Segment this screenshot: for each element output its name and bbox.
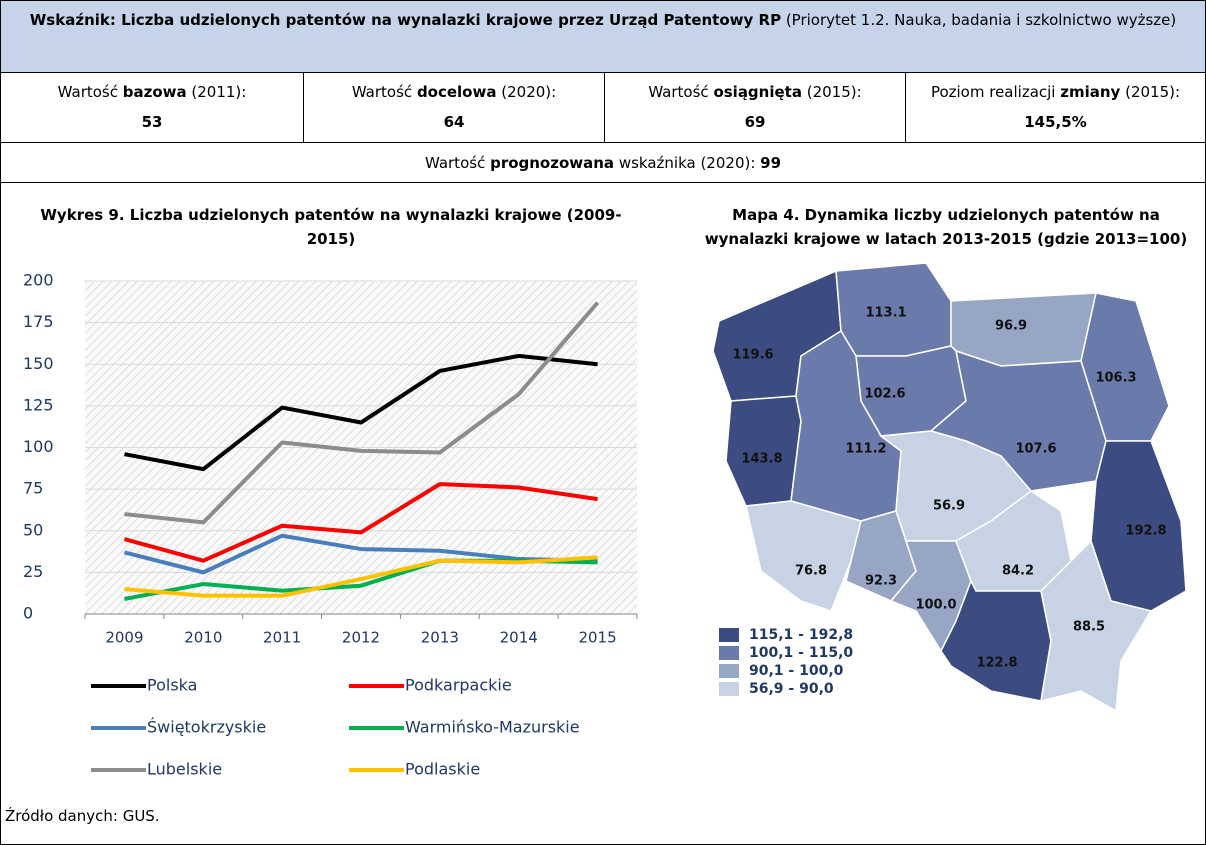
indicator: Poziom realizacji zmiany (2015): 145,5% (905, 73, 1205, 143)
bold: bazowa (122, 83, 187, 101)
region (1040, 539, 1153, 713)
legend-label: Świętokrzyskie (147, 718, 266, 737)
y-tick-label: 125 (23, 395, 54, 414)
post: wskaźnika (2020): (614, 154, 761, 172)
x-tick-label: 2009 (105, 629, 143, 647)
region-label: 107.6 (1015, 442, 1056, 457)
region-label: 56.9 (933, 499, 965, 514)
post: (2020): (496, 83, 557, 101)
indicator: Wartość docelowa (2020): 64 (303, 73, 604, 143)
region-label: 192.8 (1125, 524, 1166, 539)
region-label: 122.8 (976, 656, 1017, 671)
line-series (123, 482, 598, 563)
y-tick-label: 0 (23, 604, 33, 623)
y-tick-label: 200 (23, 271, 54, 290)
value: 99 (760, 154, 782, 172)
post: (2015): (1120, 83, 1181, 101)
legend-label: Warmińsko-Mazurskie (405, 718, 580, 737)
bold: docelowa (416, 83, 497, 101)
x-tick-label: 2011 (263, 629, 301, 647)
y-tick-label: 175 (23, 312, 54, 331)
line-series (124, 301, 600, 525)
title-rest: (Priorytet 1.2. Nauka, badania i szkolni… (781, 11, 1177, 29)
region-label: 102.6 (864, 387, 905, 402)
y-tick-label: 25 (23, 562, 43, 581)
forecast: Wartość prognozowana wskaźnika (2020): 9… (1, 143, 1205, 183)
legend-label: Lubelskie (147, 760, 222, 779)
legend-label: 115,1 - 192,8 (749, 627, 853, 643)
line-series (124, 555, 598, 598)
legend-label: Polska (147, 676, 197, 695)
region-label: 106.3 (1095, 371, 1136, 386)
x-tick-label: 2013 (421, 629, 459, 647)
pre: Wartość (57, 83, 123, 101)
legend-swatch (719, 646, 739, 660)
value: 145,5% (1024, 113, 1087, 131)
region (940, 579, 1052, 702)
source: Źródło danych: GUS. (5, 807, 160, 825)
y-tick-label: 75 (23, 479, 43, 498)
bold: zmiany (1060, 83, 1121, 101)
y-tick-label: 100 (23, 437, 54, 456)
region-label: 113.1 (865, 306, 906, 321)
x-tick-label: 2015 (578, 629, 616, 647)
legend-label: 56,9 - 90,0 (749, 681, 834, 697)
region-label: 143.8 (741, 452, 782, 467)
legend-swatch (719, 664, 739, 678)
legend-swatch (719, 682, 739, 696)
pre: Wartość (648, 83, 714, 101)
bold: osiągnięta (713, 83, 802, 101)
region-label: 100.0 (915, 598, 956, 613)
value: 64 (443, 113, 465, 131)
bold: prognozowana (490, 154, 615, 172)
x-tick-label: 2010 (184, 629, 222, 647)
post: (2011): (186, 83, 247, 101)
legend-label: Podlaskie (405, 760, 480, 779)
region-label: 88.5 (1073, 620, 1105, 635)
header: Wskaźnik: Liczba udzielonych patentów na… (1, 1, 1205, 73)
x-tick-label: 2012 (342, 629, 380, 647)
legend-label: Podkarpackie (405, 676, 512, 695)
legend-label: 90,1 - 100,0 (749, 663, 844, 679)
region-label: 92.3 (865, 574, 897, 589)
post: (2015): (801, 83, 862, 101)
chart-title: Wykres 9. Liczba udzielonych patentów na… (40, 206, 622, 248)
indicator: Wartość bazowa (2011): 53 (1, 73, 303, 143)
x-tick-label: 2014 (500, 629, 538, 647)
pre: Wartość (351, 83, 417, 101)
map-title: Mapa 4. Dynamika liczby udzielonych pate… (704, 206, 1188, 248)
region-label: 76.8 (795, 564, 827, 579)
y-tick-label: 50 (23, 520, 43, 539)
region-label: 96.9 (995, 319, 1027, 334)
line-series (124, 353, 598, 472)
value: 53 (141, 113, 163, 131)
region (745, 500, 862, 612)
pre: Poziom realizacji (930, 83, 1061, 101)
title-bold: Wskaźnik: Liczba udzielonych patentów na… (29, 11, 782, 29)
legend-label: 100,1 - 115,0 (749, 645, 853, 661)
pre: Wartość (424, 154, 491, 172)
value: 69 (744, 113, 766, 131)
region-label: 111.2 (845, 442, 886, 457)
y-tick-label: 150 (23, 354, 54, 373)
legend-swatch (719, 628, 739, 642)
indicator: Wartość osiągnięta (2015): 69 (604, 73, 905, 143)
region-label: 119.6 (732, 348, 773, 363)
region-label: 84.2 (1002, 564, 1034, 579)
